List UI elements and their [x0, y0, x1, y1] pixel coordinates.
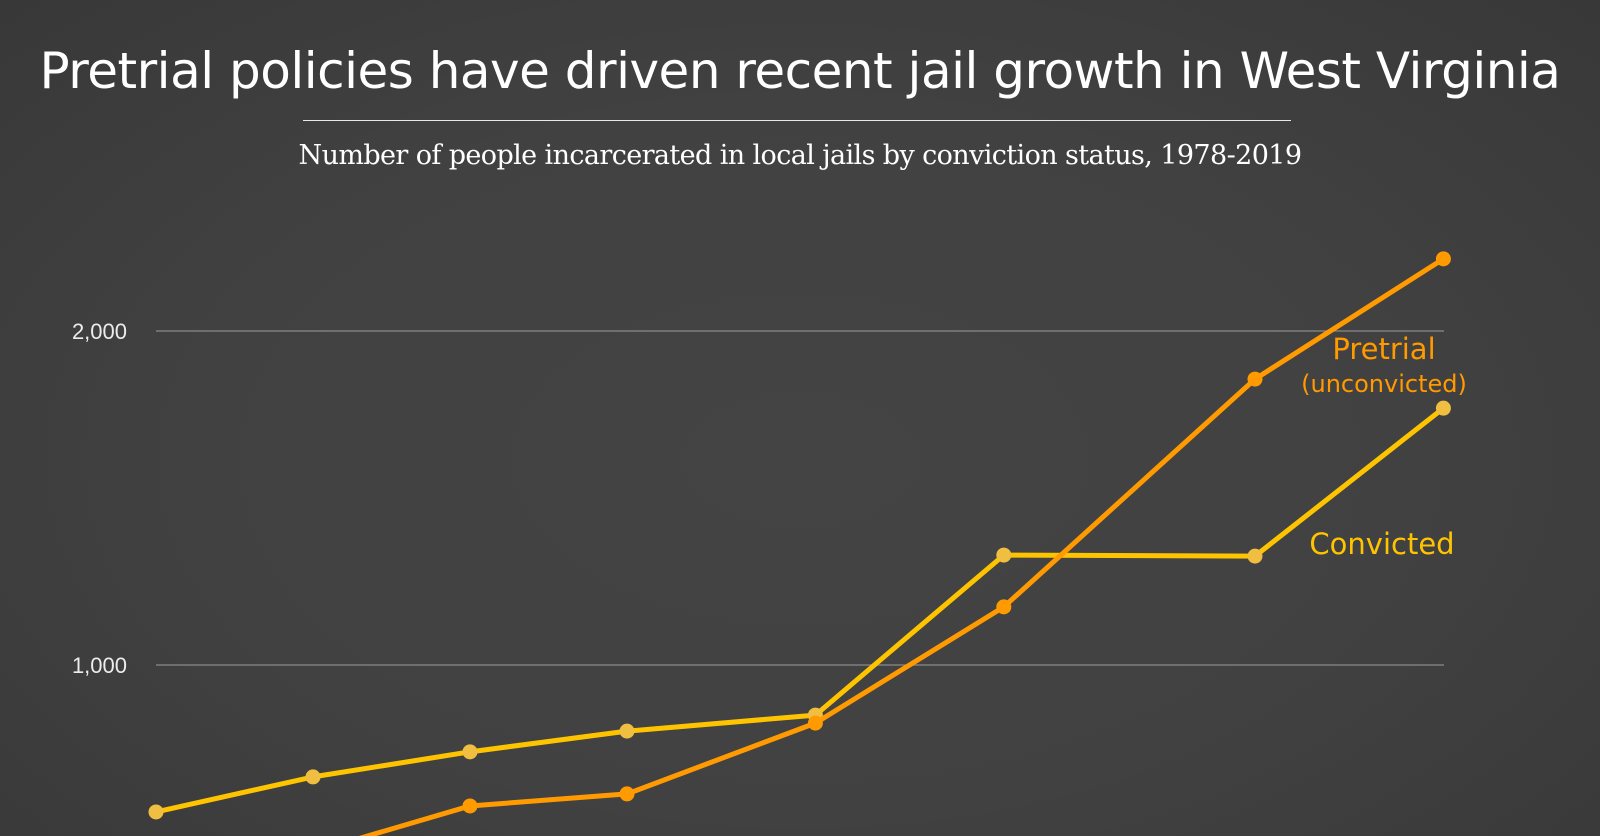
data-point: [305, 769, 321, 785]
data-point: [807, 715, 823, 731]
data-point: [619, 786, 635, 802]
convicted-label: Convicted: [1309, 527, 1454, 561]
pretrial-series: [358, 251, 1451, 836]
chart-subtitle: Number of people incarcerated in local j…: [298, 140, 1302, 171]
data-point: [1247, 548, 1263, 564]
data-point: [996, 547, 1012, 563]
chart-title: Pretrial policies have driven recent jai…: [39, 42, 1561, 100]
title-divider: [303, 120, 1291, 121]
data-point: [1247, 371, 1263, 387]
legend-labels: Pretrial (unconvicted) Convicted: [1301, 332, 1467, 561]
data-point: [996, 599, 1012, 615]
y-tick-1000: 1,000: [72, 653, 127, 678]
y-axis-labels: 2,000 1,000: [72, 319, 127, 678]
pretrial-sublabel: (unconvicted): [1301, 370, 1467, 398]
series-line: [155, 406, 1445, 815]
y-tick-2000: 2,000: [72, 319, 127, 344]
convicted-series: [148, 400, 1451, 820]
data-point: [462, 798, 478, 814]
pretrial-label: Pretrial: [1332, 332, 1435, 366]
data-point: [148, 804, 164, 820]
data-point: [462, 744, 478, 760]
data-point: [619, 723, 635, 739]
data-point: [1435, 251, 1451, 267]
series-layer: [148, 251, 1451, 836]
data-point: [1435, 400, 1451, 416]
gridlines: [156, 330, 1444, 666]
